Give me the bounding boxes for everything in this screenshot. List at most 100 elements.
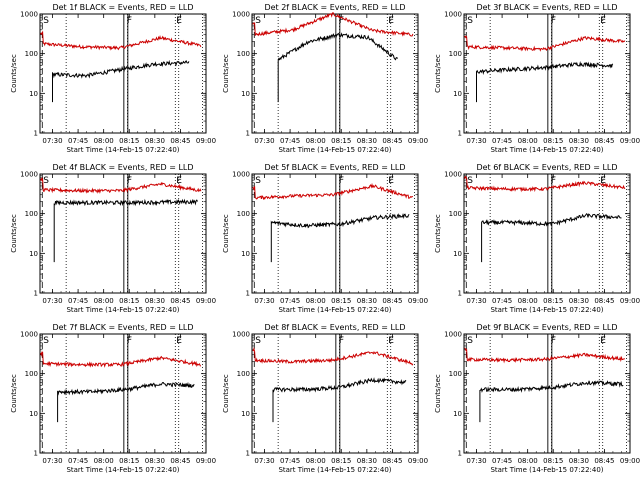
marker-line-f (547, 13, 553, 134)
x-tick-label: 08:30 (357, 297, 377, 305)
x-tick-label: 07:30 (42, 457, 62, 465)
events-series-line (272, 377, 407, 423)
x-tick-label: 08:15 (119, 457, 139, 465)
x-axis-label: Start Time (14-Feb-15 07:22:40) (66, 466, 179, 474)
x-tick-label: 08:45 (170, 137, 190, 145)
x-tick-label: 08:00 (518, 457, 538, 465)
x-tick-label: 07:30 (42, 297, 62, 305)
y-axis-label: Counts/sec (10, 374, 18, 413)
y-tick-label: 100 (237, 370, 250, 378)
y-tick-label: 10 (241, 90, 250, 98)
panel-title: Det 3f BLACK = Events, RED = LLD (476, 3, 617, 12)
x-tick-label: 09:00 (196, 137, 216, 145)
marker-label-f: F (127, 336, 132, 346)
x-tick-label: 08:45 (170, 457, 190, 465)
x-tick-label: 08:00 (94, 297, 114, 305)
x-tick-label: 07:30 (42, 137, 62, 145)
panel-title: Det 4f BLACK = Events, RED = LLD (52, 163, 193, 172)
marker-label-f: F (127, 16, 132, 26)
marker-label-s: S (255, 336, 261, 346)
marker-label-f: F (339, 16, 344, 26)
marker-label-s: S (467, 336, 473, 346)
y-tick-label: 1 (34, 130, 38, 138)
x-tick-label: 07:45 (280, 457, 300, 465)
y-tick-label: 10 (241, 250, 250, 258)
y-tick-label: 1 (246, 290, 250, 298)
x-tick-label: 08:15 (119, 137, 139, 145)
panel-5: Det 5f BLACK = Events, RED = LLD 1 10 100 10… (222, 163, 428, 314)
x-tick-label: 08:15 (331, 137, 351, 145)
y-tick-label: 100 (237, 50, 250, 58)
x-tick-label: 09:00 (408, 457, 428, 465)
x-axis-label: Start Time (14-Feb-15 07:22:40) (278, 146, 391, 154)
panel-4: Det 4f BLACK = Events, RED = LLD 1 10 100 10… (10, 163, 216, 314)
events-series-line (476, 61, 614, 103)
y-tick-label: 100 (449, 370, 462, 378)
y-axis-label: Counts/sec (222, 374, 230, 413)
plot-frame (251, 333, 419, 454)
plot-frame (251, 13, 419, 134)
x-tick-label: 08:15 (543, 457, 563, 465)
x-tick-label: 08:15 (543, 137, 563, 145)
x-tick-label: 08:00 (306, 137, 326, 145)
marker-label-e: E (388, 336, 394, 346)
panel-title: Det 5f BLACK = Events, RED = LLD (264, 163, 405, 172)
marker-line-f (335, 173, 341, 294)
x-tick-label: 08:30 (357, 457, 377, 465)
panel-2: Det 2f BLACK = Events, RED = LLD 1 10 100 10… (222, 3, 428, 154)
y-tick-label: 1000 (20, 171, 38, 179)
x-tick-label: 08:45 (382, 297, 402, 305)
x-tick-label: 08:00 (306, 297, 326, 305)
events-series-line (270, 212, 410, 263)
y-tick-label: 1 (246, 130, 250, 138)
x-tick-label: 08:30 (569, 457, 589, 465)
panel-title: Det 1f BLACK = Events, RED = LLD (52, 3, 193, 12)
x-axis-label: Start Time (14-Feb-15 07:22:40) (490, 466, 603, 474)
y-tick-label: 100 (25, 370, 38, 378)
y-tick-label: 1000 (444, 11, 462, 19)
y-tick-label: 1 (246, 450, 250, 458)
y-tick-label: 10 (29, 250, 38, 258)
x-tick-label: 08:00 (94, 137, 114, 145)
x-tick-label: 08:30 (357, 137, 377, 145)
x-tick-label: 07:30 (254, 137, 274, 145)
marker-label-e: E (176, 16, 182, 26)
x-tick-label: 08:00 (94, 457, 114, 465)
y-tick-label: 100 (25, 210, 38, 218)
x-tick-label: 07:45 (68, 457, 88, 465)
events-series-line (57, 381, 195, 423)
lld-series-line (252, 182, 414, 201)
marker-label-e: E (600, 16, 606, 26)
y-tick-label: 1000 (20, 11, 38, 19)
x-tick-label: 07:45 (492, 457, 512, 465)
marker-label-s: S (467, 16, 473, 26)
y-tick-label: 100 (449, 50, 462, 58)
panel-title: Det 2f BLACK = Events, RED = LLD (264, 3, 405, 12)
x-tick-label: 08:45 (594, 297, 614, 305)
x-tick-label: 07:45 (492, 137, 512, 145)
y-axis-label: Counts/sec (434, 374, 442, 413)
x-tick-label: 07:30 (466, 137, 486, 145)
marker-label-e: E (600, 336, 606, 346)
x-tick-label: 08:45 (382, 457, 402, 465)
x-tick-label: 08:30 (145, 297, 165, 305)
x-tick-label: 07:30 (254, 297, 274, 305)
y-tick-label: 10 (241, 410, 250, 418)
marker-line-f (123, 333, 129, 454)
panel-8: Det 8f BLACK = Events, RED = LLD 1 10 100 10… (222, 323, 428, 474)
lld-series-line (40, 30, 202, 51)
marker-label-s: S (255, 16, 261, 26)
marker-label-f: F (127, 176, 132, 186)
x-tick-label: 09:00 (620, 297, 640, 305)
panel-title: Det 7f BLACK = Events, RED = LLD (52, 323, 193, 332)
lld-series-line (464, 347, 626, 364)
marker-line-f (123, 173, 129, 294)
x-axis-label: Start Time (14-Feb-15 07:22:40) (66, 306, 179, 314)
marker-label-e: E (176, 176, 182, 186)
panel-title: Det 9f BLACK = Events, RED = LLD (476, 323, 617, 332)
x-tick-label: 08:30 (145, 457, 165, 465)
x-tick-label: 07:45 (492, 297, 512, 305)
y-tick-label: 1 (458, 290, 462, 298)
x-tick-label: 07:45 (68, 137, 88, 145)
